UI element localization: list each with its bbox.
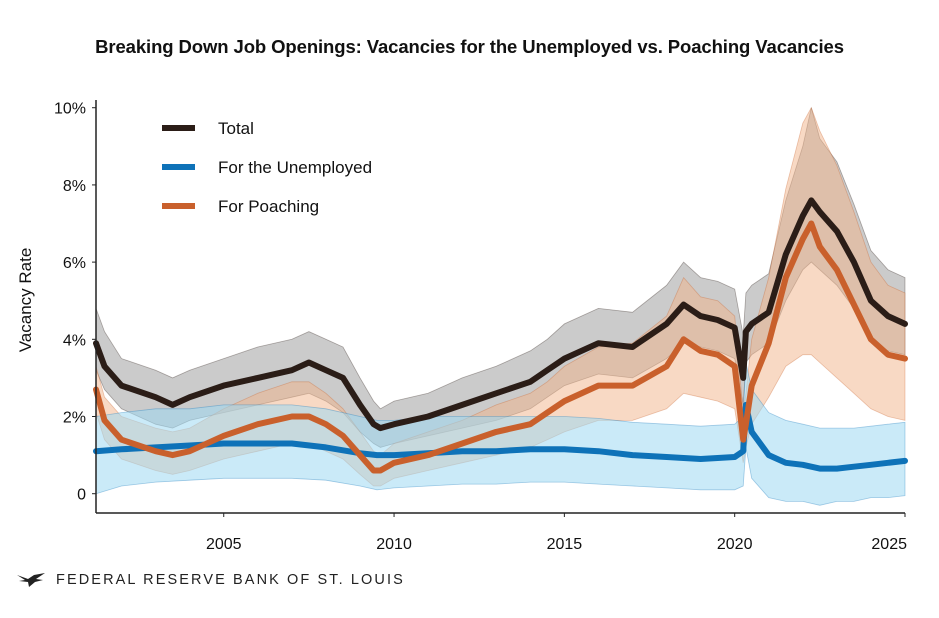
x-tick-label: 2010 [376,536,412,553]
eagle-logo-icon [17,573,45,587]
series-lines [93,197,908,474]
axes [95,100,905,514]
organization-name: FEDERAL RESERVE BANK OF ST. LOUIS [56,572,405,588]
line-for-the-unemployed [93,401,908,472]
x-tick-label: 2025 [871,536,907,553]
chart-title: Breaking Down Job Openings: Vacancies fo… [95,36,844,57]
x-tick-label: 2020 [717,536,753,553]
legend: Total For the Unemployed For Poaching [162,119,372,216]
y-tick-label: 2% [63,410,86,427]
legend-label: Total [218,119,254,138]
legend-label: For the Unemployed [218,158,372,177]
y-tick-label: 10% [54,101,86,118]
line-for-poaching [93,220,908,474]
y-tick-label: 4% [63,332,86,349]
x-axis-ticks: 2005 2010 2015 2020 2025 [206,513,907,553]
x-tick-label: 2015 [547,536,583,553]
legend-label: For Poaching [218,197,319,216]
y-axis-title: Vacancy Rate [16,248,35,353]
y-axis-ticks: 0 2% 4% 6% 8% 10% [54,101,96,504]
y-tick-label: 8% [63,178,86,195]
footer: FEDERAL RESERVE BANK OF ST. LOUIS [16,572,405,588]
y-tick-label: 6% [63,255,86,272]
line-total [93,197,908,432]
x-tick-label: 2005 [206,536,242,553]
y-tick-label: 0 [77,487,86,504]
